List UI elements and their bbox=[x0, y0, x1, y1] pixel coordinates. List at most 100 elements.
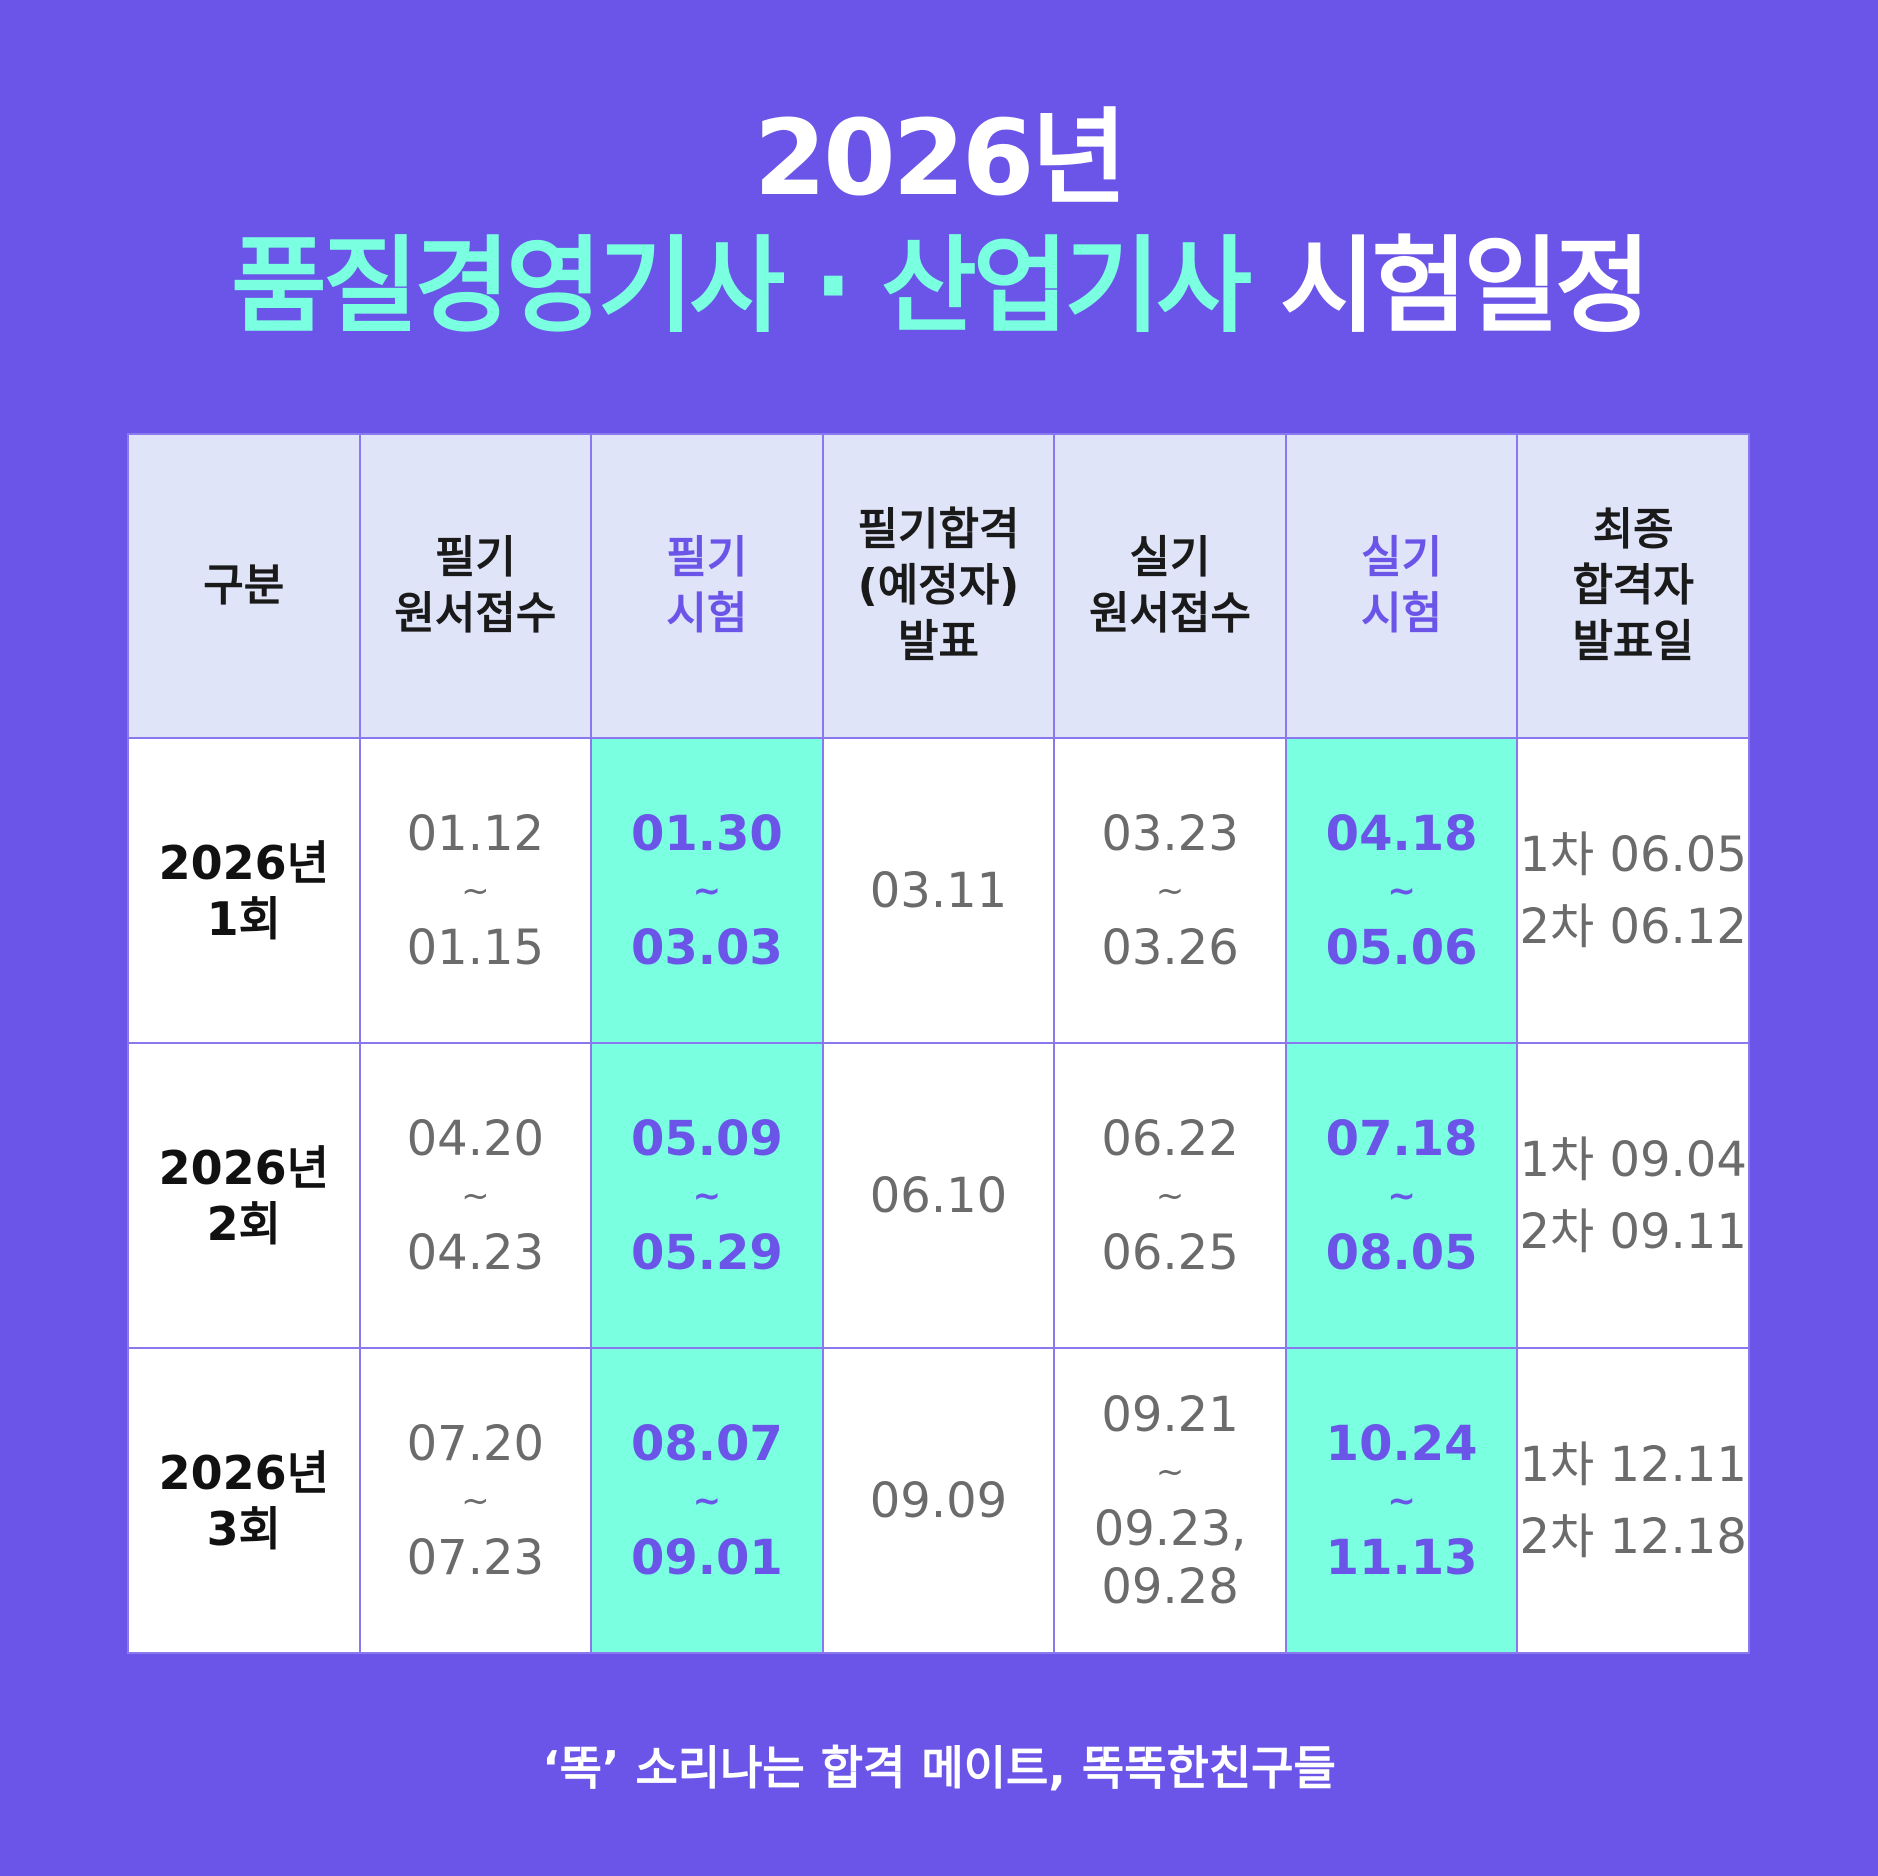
cell-written-result: 06.10 bbox=[821, 1042, 1056, 1349]
cell-text: 실기 bbox=[1129, 532, 1211, 583]
cell-text: 실기 bbox=[1361, 532, 1443, 583]
cell-text: 09.01 bbox=[630, 1529, 783, 1586]
cell-text: 시험 bbox=[1361, 588, 1443, 639]
cell-text: 3회 bbox=[206, 1501, 281, 1556]
cell-practical-exam: 10.24 ~11.13 bbox=[1284, 1347, 1519, 1654]
cell-round: 2026년 3회 bbox=[127, 1347, 361, 1654]
cell-text: 03.11 bbox=[869, 862, 1008, 919]
range-separator: ~ bbox=[1387, 1175, 1416, 1216]
cell-text: 2차 12.18 bbox=[1519, 1508, 1747, 1565]
cell-text: 시험 bbox=[666, 588, 748, 639]
range-separator: ~ bbox=[1155, 870, 1185, 911]
cell-text: 01.30 bbox=[630, 805, 783, 862]
cell-practical-application: 03.23 ~03.26 bbox=[1053, 737, 1287, 1044]
cell-text: 04.18 bbox=[1325, 805, 1478, 862]
cell-text: 원서접수 bbox=[1089, 588, 1251, 639]
cell-text: 1회 bbox=[206, 891, 281, 946]
range-separator: ~ bbox=[1387, 870, 1416, 911]
cell-practical-exam: 04.18 ~05.06 bbox=[1284, 737, 1519, 1044]
range-separator: ~ bbox=[1155, 1451, 1185, 1492]
cell-text: 05.29 bbox=[630, 1224, 783, 1281]
cell-text: 발표 bbox=[897, 616, 979, 667]
cell-text: 발표일 bbox=[1572, 616, 1694, 667]
cell-final-result: 1차 12.11 2차 12.18 bbox=[1516, 1347, 1750, 1654]
header-practical-application: 실기 원서접수 bbox=[1053, 433, 1287, 739]
cell-round: 2026년 1회 bbox=[127, 737, 361, 1044]
cell-text: 06.10 bbox=[869, 1167, 1008, 1224]
cell-text: 합격자 bbox=[1572, 560, 1694, 611]
table-header-row: 구분 필기 원서접수 필기 시험 필기합격 (예정자) 발표 실기 원서접수 실기 시험 최종 합격자 발표… bbox=[127, 433, 1750, 739]
range-separator: ~ bbox=[1387, 1480, 1416, 1521]
cell-text: 1차 12.11 bbox=[1519, 1436, 1747, 1493]
cell-text: 최종 bbox=[1592, 504, 1674, 555]
table-row: 2026년 3회 07.20 ~07.23 08.07 ~09.01 09.09 09.21 ~… bbox=[127, 1347, 1750, 1654]
cell-written-application: 01.12 ~01.15 bbox=[358, 737, 593, 1044]
cell-text: 10.24 bbox=[1325, 1415, 1478, 1472]
cell-text: 01.12 bbox=[406, 805, 545, 862]
cell-text: 2026년 bbox=[158, 1445, 329, 1500]
table-row: 2026년 2회 04.20 ~04.23 05.09 ~05.29 06.10 06.22 ~… bbox=[127, 1042, 1750, 1349]
cell-written-result: 03.11 bbox=[821, 737, 1056, 1044]
cell-text: 2차 06.12 bbox=[1519, 898, 1747, 955]
cell-final-result: 1차 06.05 2차 06.12 bbox=[1516, 737, 1750, 1044]
header-round: 구분 bbox=[127, 433, 361, 739]
cell-text: 2회 bbox=[206, 1196, 281, 1251]
header-written-exam: 필기 시험 bbox=[590, 433, 824, 739]
cell-text: 03.26 bbox=[1101, 919, 1239, 976]
footer-slogan: ‘똑’ 소리나는 합격 메이트, 똑똑한친구들 bbox=[542, 1741, 1336, 1795]
range-separator: ~ bbox=[692, 1175, 722, 1216]
cell-text: 06.25 bbox=[1101, 1224, 1239, 1281]
range-separator: ~ bbox=[461, 870, 490, 911]
cell-written-exam: 08.07 ~09.01 bbox=[590, 1347, 824, 1654]
cell-text: 원서접수 bbox=[394, 588, 557, 639]
cell-text: 1차 06.05 bbox=[1519, 826, 1747, 883]
cell-practical-application: 09.21 ~09.23, 09.28 bbox=[1053, 1347, 1287, 1654]
cell-text: 08.07 bbox=[630, 1415, 783, 1472]
cell-text: 1차 09.04 bbox=[1519, 1131, 1747, 1188]
header-written-application: 필기 원서접수 bbox=[358, 433, 593, 739]
cell-text: 2026년 bbox=[158, 835, 329, 890]
cell-text: 03.03 bbox=[630, 919, 783, 976]
range-separator: ~ bbox=[461, 1480, 490, 1521]
cell-text: 2026년 bbox=[158, 1140, 329, 1195]
cell-text: 07.20 bbox=[406, 1415, 545, 1472]
cell-text: 2차 09.11 bbox=[1519, 1203, 1747, 1260]
cell-text: 09.28 bbox=[1101, 1558, 1239, 1615]
cell-text: 필기 bbox=[666, 532, 748, 583]
cell-practical-exam: 07.18 ~08.05 bbox=[1284, 1042, 1519, 1349]
range-separator: ~ bbox=[461, 1175, 490, 1216]
cell-text: 05.06 bbox=[1325, 919, 1478, 976]
header-written-result: 필기합격 (예정자) 발표 bbox=[821, 433, 1056, 739]
title-exam-name: 품질경영기사 · 산업기사 bbox=[231, 225, 1252, 347]
cell-text: 09.09 bbox=[869, 1472, 1008, 1529]
range-separator: ~ bbox=[692, 870, 722, 911]
range-separator: ~ bbox=[692, 1480, 722, 1521]
cell-text: 11.13 bbox=[1325, 1529, 1478, 1586]
header-practical-exam: 실기 시험 bbox=[1284, 433, 1519, 739]
cell-text: 09.21 bbox=[1101, 1386, 1239, 1443]
cell-written-exam: 05.09 ~05.29 bbox=[590, 1042, 824, 1349]
cell-text: 04.20 bbox=[406, 1110, 545, 1167]
cell-text: 필기 bbox=[434, 532, 516, 583]
cell-practical-application: 06.22 ~06.25 bbox=[1053, 1042, 1287, 1349]
cell-text: 필기합격 bbox=[857, 504, 1020, 555]
cell-text: 03.23 bbox=[1101, 805, 1239, 862]
table-row: 2026년 1회 01.12 ~01.15 01.30 ~03.03 03.11 03.23 ~… bbox=[127, 737, 1750, 1044]
cell-written-application: 04.20 ~04.23 bbox=[358, 1042, 593, 1349]
header-final-result: 최종 합격자 발표일 bbox=[1516, 433, 1750, 739]
exam-schedule-table: 구분 필기 원서접수 필기 시험 필기합격 (예정자) 발표 실기 원서접수 실기 시험 최종 합격자 발표… bbox=[127, 433, 1750, 1654]
title-year: 2026년 bbox=[753, 97, 1127, 219]
cell-final-result: 1차 09.04 2차 09.11 bbox=[1516, 1042, 1750, 1349]
cell-text: 06.22 bbox=[1101, 1110, 1239, 1167]
cell-text: 08.05 bbox=[1325, 1224, 1478, 1281]
title-main: 품질경영기사 · 산업기사 시험일정 bbox=[0, 226, 1878, 346]
cell-text: 07.23 bbox=[406, 1529, 545, 1586]
cell-written-application: 07.20 ~07.23 bbox=[358, 1347, 593, 1654]
cell-text: 09.23, bbox=[1093, 1500, 1247, 1557]
range-separator: ~ bbox=[1155, 1175, 1185, 1216]
cell-written-exam: 01.30 ~03.03 bbox=[590, 737, 824, 1044]
title-schedule: 시험일정 bbox=[1280, 225, 1651, 347]
cell-text: 01.15 bbox=[406, 919, 545, 976]
cell-text: 07.18 bbox=[1325, 1110, 1478, 1167]
cell-text: 05.09 bbox=[630, 1110, 783, 1167]
